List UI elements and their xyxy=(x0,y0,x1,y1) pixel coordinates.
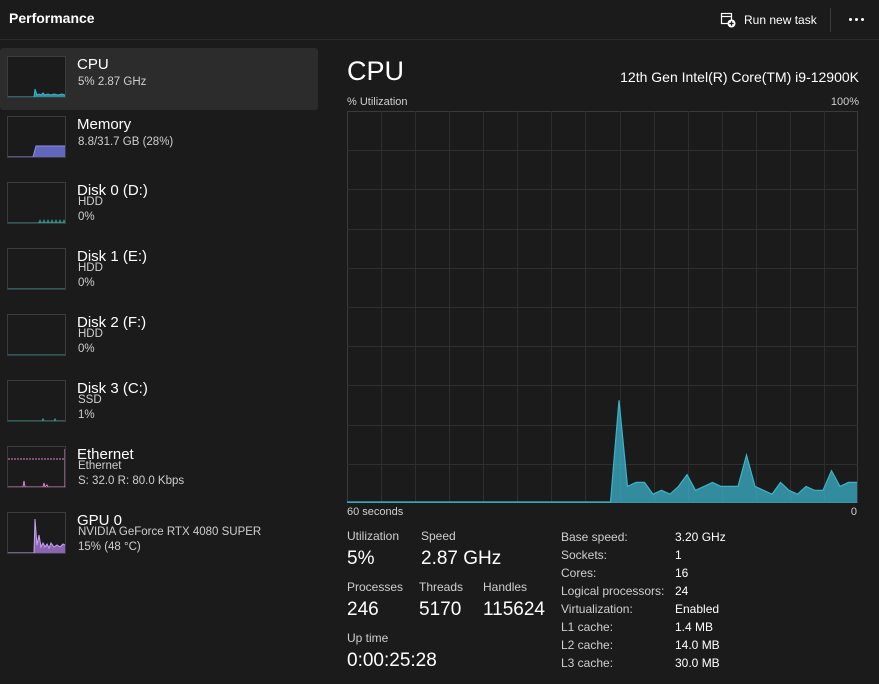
sidebar-item-name: CPU xyxy=(77,56,109,73)
graph-y-max-label: 100% xyxy=(830,96,859,108)
processes-value: 246 xyxy=(347,599,379,620)
spec-key: Cores: xyxy=(561,566,597,580)
sidebar-item-name: Disk 1 (E:) xyxy=(77,248,148,265)
sidebar-item-disk-3[interactable]: Disk 3 (C:) SSD 1% xyxy=(0,372,318,434)
sidebar-item-memory[interactable]: Memory 8.8/31.7 GB (28%) xyxy=(0,108,318,170)
top-bar: Performance Run new task xyxy=(0,0,879,40)
disk-graph-thumbnail xyxy=(7,314,66,356)
graph-x-axis-label: 60 seconds xyxy=(347,506,404,518)
spec-key: Virtualization: xyxy=(561,602,633,616)
cpu-utilization-graph xyxy=(347,111,858,503)
sidebar-item-type: HDD xyxy=(78,262,103,274)
sidebar-item-throughput: S: 32.0 R: 80.0 Kbps xyxy=(78,475,185,487)
spec-key: Sockets: xyxy=(561,548,608,562)
speed-value: 2.87 GHz xyxy=(421,548,502,569)
sidebar-item-gpu-0[interactable]: GPU 0 NVIDIA GeForce RTX 4080 SUPER 15% … xyxy=(0,504,318,566)
uptime-value: 0:00:25:28 xyxy=(347,650,437,671)
spec-value: 24 xyxy=(675,584,689,598)
sidebar-item-name: Ethernet xyxy=(77,446,134,463)
sidebar-item-name: Disk 0 (D:) xyxy=(77,182,148,199)
processes-label: Processes xyxy=(347,580,404,594)
disk-graph-thumbnail xyxy=(7,182,66,224)
more-dot-icon xyxy=(854,17,858,21)
sidebar-item-type: HDD xyxy=(78,328,103,340)
spec-value: 3.20 GHz xyxy=(675,530,726,544)
sidebar-item-name: Memory xyxy=(77,116,132,133)
sidebar-item-name: Disk 2 (F:) xyxy=(77,314,147,331)
toolbar-divider xyxy=(830,8,831,32)
more-dot-icon xyxy=(848,17,852,21)
handles-value: 115624 xyxy=(483,599,545,620)
disk-graph-thumbnail xyxy=(7,248,66,290)
page-title: Performance xyxy=(9,10,95,26)
spec-value: 14.0 MB xyxy=(675,638,720,652)
sidebar-item-usage: 15% (48 °C) xyxy=(78,541,141,553)
utilization-label: Utilization xyxy=(347,529,400,543)
sidebar-item-ethernet[interactable]: Ethernet Ethernet S: 32.0 R: 80.0 Kbps xyxy=(0,438,318,500)
cpu-model-name: 12th Gen Intel(R) Core(TM) i9-12900K xyxy=(620,69,859,85)
sidebar-item-type: HDD xyxy=(78,196,103,208)
cpu-utilization-line xyxy=(347,400,857,503)
threads-label: Threads xyxy=(419,580,464,594)
sidebar-item-adapter: Ethernet xyxy=(78,460,122,472)
sidebar-item-disk-0[interactable]: Disk 0 (D:) HDD 0% xyxy=(0,174,318,236)
spec-value: 30.0 MB xyxy=(675,656,720,670)
sidebar-item-type: SSD xyxy=(78,394,102,406)
uptime-label: Up time xyxy=(347,631,389,645)
spec-value: 16 xyxy=(675,566,689,580)
graph-y-axis-label: % Utilization xyxy=(347,96,408,108)
utilization-value: 5% xyxy=(347,548,375,569)
run-task-icon xyxy=(720,12,736,28)
spec-key: L3 cache: xyxy=(561,656,614,670)
sidebar-item-cpu[interactable]: CPU 5% 2.87 GHz xyxy=(0,48,318,110)
spec-key: L2 cache: xyxy=(561,638,614,652)
more-dot-icon xyxy=(860,17,864,21)
spec-key: L1 cache: xyxy=(561,620,614,634)
run-new-task-button[interactable]: Run new task xyxy=(720,11,817,29)
sidebar-item-detail: 8.8/31.7 GB (28%) xyxy=(78,136,174,148)
sidebar-item-detail: 5% 2.87 GHz xyxy=(78,76,147,88)
sidebar-item-name: GPU 0 xyxy=(77,512,123,529)
spec-key: Logical processors: xyxy=(561,584,665,598)
spec-value: 1 xyxy=(675,548,682,562)
spec-value: Enabled xyxy=(675,602,720,616)
run-task-label: Run new task xyxy=(744,13,817,27)
speed-label: Speed xyxy=(421,529,456,543)
sidebar-item-disk-1[interactable]: Disk 1 (E:) HDD 0% xyxy=(0,240,318,302)
sidebar-item-gpu-model: NVIDIA GeForce RTX 4080 SUPER xyxy=(78,526,262,538)
detail-title: CPU xyxy=(347,56,405,86)
sidebar-item-usage: 0% xyxy=(78,343,95,355)
memory-graph-thumbnail xyxy=(7,116,66,158)
cpu-graph-thumbnail xyxy=(7,56,66,98)
handles-label: Handles xyxy=(483,580,528,594)
sidebar-item-usage: 0% xyxy=(78,211,95,223)
spec-key: Base speed: xyxy=(561,530,628,544)
graph-x-min-label: 0 xyxy=(850,506,857,518)
more-options-button[interactable] xyxy=(844,9,868,29)
gpu-graph-thumbnail xyxy=(7,512,66,554)
disk-graph-thumbnail xyxy=(7,380,66,422)
sidebar-item-usage: 1% xyxy=(78,409,95,421)
sidebar-item-name: Disk 3 (C:) xyxy=(77,380,148,397)
ethernet-graph-thumbnail xyxy=(7,446,66,488)
spec-value: 1.4 MB xyxy=(675,620,714,634)
cpu-utilization-area xyxy=(347,400,857,503)
threads-value: 5170 xyxy=(419,599,462,620)
sidebar-item-disk-2[interactable]: Disk 2 (F:) HDD 0% xyxy=(0,306,318,368)
sidebar-item-usage: 0% xyxy=(78,277,95,289)
